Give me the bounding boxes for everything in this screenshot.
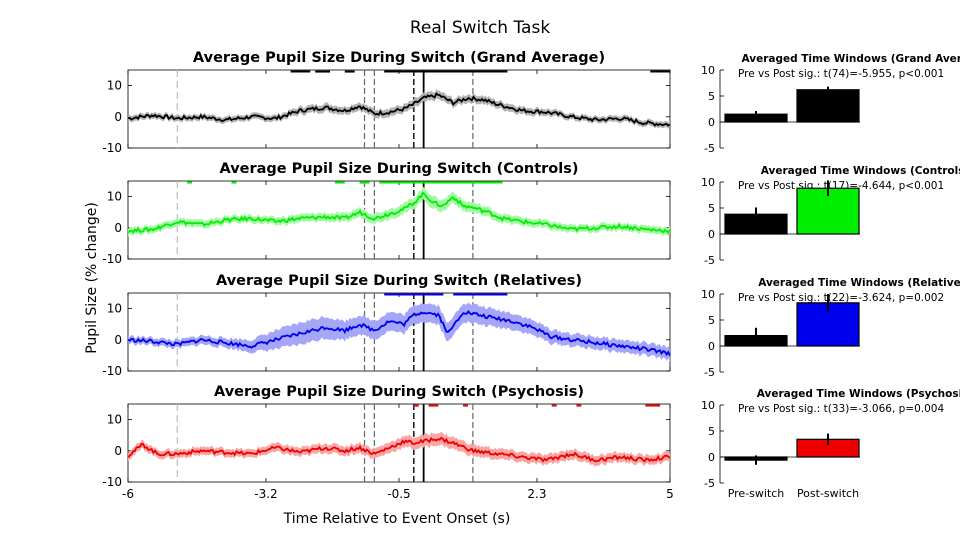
y-tick-label: 0 [114,444,122,458]
y-tick-label: -10 [102,252,122,266]
inset-title: Averaged Time Windows (Relatives) [758,277,960,289]
inset-category-label: Post-switch [797,487,859,500]
inset-y-tick-label: 10 [701,176,715,189]
chart-panels: Average Pupil Size During Switch (Grand … [102,50,960,501]
plot-area [127,292,671,372]
panel-title: Average Pupil Size During Switch (Psycho… [214,384,584,400]
inset-stat-text: Pre vs Post sig.: t(33)=-3.066, p=0.004 [738,403,944,415]
y-tick-label: -10 [102,475,122,489]
inset-psychosis: Averaged Time Windows (Psychosis) -5 0 5 10 P… [701,388,960,500]
inset-y-tick-label: 0 [708,451,715,464]
inset-bar [796,89,860,123]
y-tick-label: -10 [102,364,122,378]
panel-title: Average Pupil Size During Switch (Relati… [216,273,582,289]
inset-y-tick-label: 5 [708,425,715,438]
y-tick-label: 10 [107,413,122,427]
y-tick-label: 0 [114,333,122,347]
inset-stat-text: Pre vs Post sig.: t(22)=-3.624, p=0.002 [738,292,944,304]
panel-grand: Average Pupil Size During Switch (Grand … [102,50,960,155]
y-tick-label: 10 [107,190,122,204]
panel-relatives: Average Pupil Size During Switch (Relati… [102,273,960,379]
panel-controls: Average Pupil Size During Switch (Contro… [102,161,960,267]
inset-y-tick-label: 0 [708,340,715,353]
mean-trace [127,92,671,127]
inset-title: Averaged Time Windows (Psychosis) [757,388,960,400]
inset-y-tick-label: 5 [708,90,715,103]
inset-title: Averaged Time Windows (Grand Average) [741,53,960,65]
inset-stat-text: Pre vs Post sig.: t(17)=-4.644, p<0.001 [738,180,944,192]
x-tick-label: -6 [122,487,134,501]
panel-psychosis: Average Pupil Size During Switch (Psycho… [102,384,960,501]
x-tick-label: -3.2 [254,487,277,501]
inset-y-tick-label: 10 [701,399,715,412]
inset-y-tick-label: 10 [701,64,715,77]
mean-trace [127,436,671,463]
mean-trace [127,310,671,357]
inset-controls: Averaged Time Windows (Controls) -5 0 5 10 Pr… [701,165,960,267]
inset-y-tick-label: 0 [708,116,715,129]
plot-area [127,180,671,260]
inset-y-tick-label: -5 [704,366,715,379]
inset-relatives: Averaged Time Windows (Relatives) -5 0 5 10 P… [701,277,960,379]
y-axis-label: Pupil Size (% change) [84,202,100,354]
inset-title: Averaged Time Windows (Controls) [761,165,960,177]
inset-y-tick-label: 5 [708,202,715,215]
error-band [128,431,670,467]
y-tick-label: 0 [114,110,122,124]
inset-y-tick-label: -5 [704,142,715,155]
inset-grand: Averaged Time Windows (Grand Average) -5 0… [701,53,960,155]
panel-title: Average Pupil Size During Switch (Contro… [219,161,578,177]
y-tick-label: 0 [114,221,122,235]
inset-y-tick-label: 0 [708,228,715,241]
inset-y-tick-label: 5 [708,314,715,327]
figure-title: Real Switch Task [410,18,551,38]
x-tick-label: 2.3 [527,487,546,501]
inset-y-tick-label: 10 [701,288,715,301]
x-axis-label: Time Relative to Event Onset (s) [283,511,511,527]
y-tick-label: -10 [102,141,122,155]
inset-stat-text: Pre vs Post sig.: t(74)=-5.955, p<0.001 [738,68,944,80]
inset-y-tick-label: -5 [704,477,715,490]
inset-y-tick-label: -5 [704,254,715,267]
y-tick-label: 10 [107,79,122,93]
panel-title: Average Pupil Size During Switch (Grand … [193,50,605,66]
y-tick-label: 10 [107,302,122,316]
x-tick-label: 5 [666,487,674,501]
inset-category-label: Pre-switch [728,487,785,500]
mean-trace [127,191,671,234]
error-band [128,302,670,362]
x-tick-label: -0.5 [387,487,410,501]
